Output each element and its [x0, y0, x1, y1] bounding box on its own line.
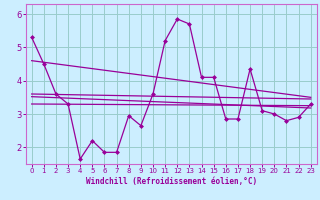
X-axis label: Windchill (Refroidissement éolien,°C): Windchill (Refroidissement éolien,°C) [86, 177, 257, 186]
